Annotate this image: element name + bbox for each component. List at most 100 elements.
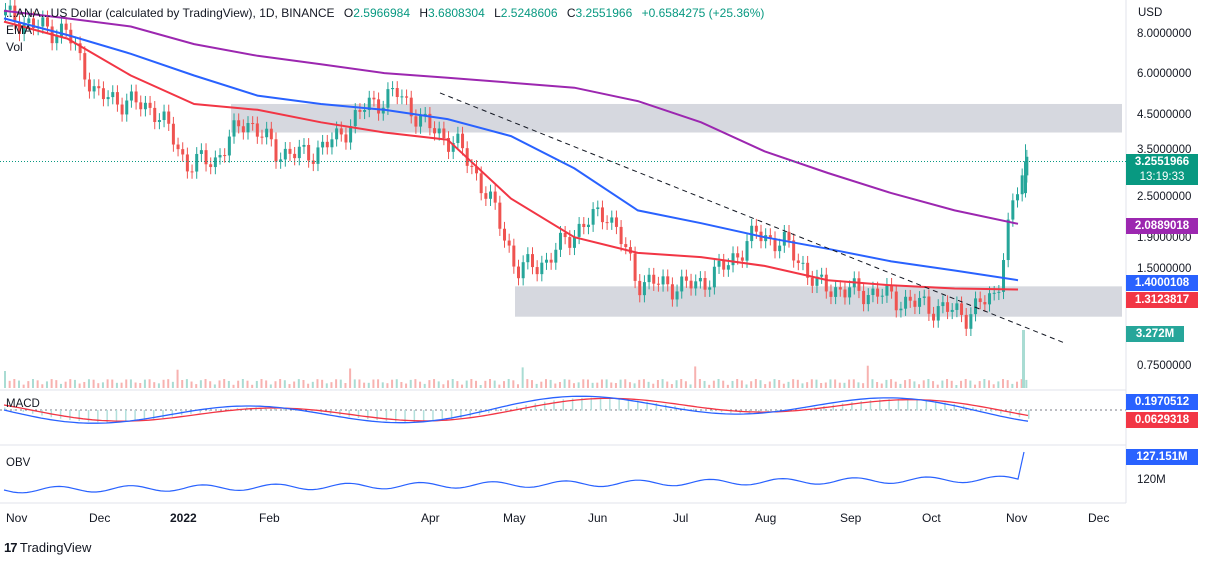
volume-bar — [834, 379, 837, 388]
candle-body — [419, 115, 423, 127]
candle-body — [358, 110, 362, 112]
volume-bar — [358, 379, 361, 388]
volume-bar — [157, 383, 160, 388]
macd-histogram-bar — [683, 407, 686, 411]
volume-bar — [297, 379, 300, 388]
candle-body — [946, 302, 950, 312]
candle-body — [190, 171, 194, 173]
volume-bar — [367, 382, 370, 388]
volume-bar — [838, 382, 841, 388]
candle-body — [530, 254, 534, 268]
macd-histogram-bar — [488, 410, 490, 414]
candle-body — [820, 274, 824, 277]
macd-pane-label: MACD — [6, 398, 40, 410]
candle-body — [544, 259, 548, 263]
macd-histogram-bar — [106, 410, 108, 423]
volume-bar — [251, 384, 254, 388]
candle-body — [442, 128, 446, 139]
volume-bar — [363, 382, 366, 388]
volume-bar — [302, 379, 305, 388]
candle-body — [834, 287, 838, 297]
candle-body — [498, 202, 502, 229]
candle-body — [600, 207, 604, 223]
candle-body — [918, 297, 922, 307]
obv-tick: 120M — [1137, 474, 1166, 486]
candle-body — [400, 96, 404, 98]
candle-body — [484, 193, 488, 199]
price-tick: 1.5000000 — [1137, 263, 1192, 275]
macd-histogram-bar — [441, 410, 444, 421]
volume-bar — [978, 381, 981, 388]
volume-bar — [941, 380, 944, 388]
time-tick: Dec — [89, 511, 111, 525]
macd-histogram-bar — [69, 410, 71, 420]
macd-histogram-bar — [646, 401, 648, 411]
volume-bar — [1020, 379, 1023, 388]
macd-histogram-bar — [469, 410, 471, 417]
macd-histogram-bar — [506, 408, 509, 411]
candle-body — [1020, 175, 1024, 195]
volume-bar — [521, 367, 524, 388]
macd-histogram-bar — [562, 399, 565, 411]
volume-bar — [106, 379, 109, 388]
macd-histogram-bar — [404, 410, 406, 422]
ema100-line — [3, 17, 1019, 282]
candle-body — [614, 217, 618, 227]
volume-bar — [698, 379, 701, 388]
volume-bar — [176, 369, 179, 388]
candle-body — [507, 240, 511, 246]
candle-body — [414, 116, 418, 127]
macd-histogram-bar — [609, 398, 611, 411]
candle-body — [115, 92, 119, 105]
candle-body — [302, 144, 306, 147]
volume-bar — [335, 379, 338, 388]
volume-bar — [745, 384, 748, 388]
candle-body — [848, 287, 852, 298]
tradingview-brand[interactable]: 17 TradingView — [4, 540, 91, 555]
macd-histogram-bar — [460, 410, 462, 419]
volume-bar — [209, 381, 212, 388]
candle-body — [363, 109, 367, 112]
volume-bar — [125, 379, 128, 388]
volume-bar — [885, 379, 888, 388]
volume-bar — [493, 380, 496, 388]
macd-histogram-bar — [125, 410, 127, 422]
candle-body — [437, 128, 441, 134]
candle-body — [423, 113, 427, 116]
candle-body — [199, 150, 203, 154]
macd-histogram-bar — [581, 397, 583, 411]
candle-body — [97, 86, 101, 89]
tradingview-logo-icon: 17 — [4, 540, 18, 555]
volume-bar — [782, 383, 785, 388]
candle-body — [941, 302, 945, 307]
candle-body — [335, 128, 339, 140]
volume-bar — [843, 382, 846, 388]
volume-bar — [530, 380, 533, 388]
volume-bar — [73, 379, 76, 388]
macd-histogram-bar — [869, 400, 872, 411]
high-label: H — [419, 6, 429, 20]
volume-bar — [596, 382, 599, 388]
volume-bar — [213, 384, 216, 388]
volume-bar — [8, 380, 11, 388]
volume-bar — [148, 379, 151, 388]
candle-body — [344, 134, 348, 143]
low-label: L — [494, 6, 501, 20]
volume-bar — [544, 379, 547, 388]
candle-body — [810, 277, 814, 286]
volume-bar — [199, 380, 202, 388]
candle-body — [204, 150, 208, 165]
volume-bar — [703, 380, 706, 388]
macd-histogram-bar — [944, 402, 946, 411]
macd-histogram-bar — [432, 410, 434, 422]
candle-body — [22, 23, 26, 34]
volume-bar — [391, 379, 394, 388]
macd-histogram-bar — [832, 404, 835, 411]
price-tick: 4.5000000 — [1137, 109, 1192, 121]
macd-histogram-bar — [227, 408, 229, 411]
candle-body — [787, 231, 791, 241]
volume-bar — [876, 382, 879, 388]
candle-body — [591, 209, 595, 225]
open-value: 2.5966984 — [353, 6, 410, 20]
